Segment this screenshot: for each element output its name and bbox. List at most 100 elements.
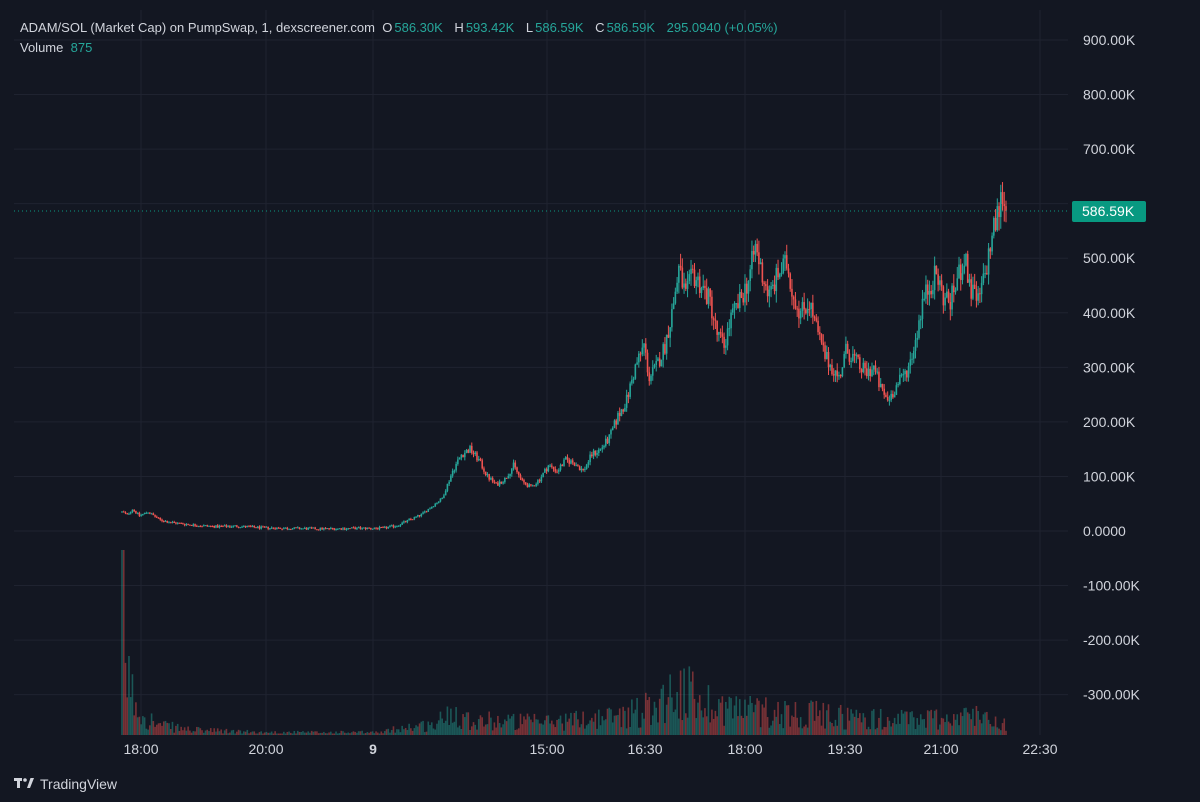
candle-body bbox=[935, 265, 938, 275]
candle-body bbox=[742, 297, 745, 303]
candle-body bbox=[319, 527, 322, 530]
volume-bar bbox=[624, 710, 626, 735]
volume-bar bbox=[721, 696, 724, 735]
candle-body bbox=[399, 524, 402, 526]
volume-bar bbox=[824, 728, 826, 735]
volume-bar bbox=[215, 731, 217, 735]
volume-bar bbox=[410, 728, 412, 735]
candlestick-series[interactable] bbox=[121, 182, 1007, 531]
candle-body bbox=[216, 525, 219, 528]
candle-body bbox=[912, 350, 915, 359]
candle-body bbox=[946, 291, 948, 298]
volume-bar bbox=[309, 732, 311, 735]
volume-bar bbox=[396, 729, 398, 735]
candle-body bbox=[138, 512, 141, 516]
footer[interactable]: TradingView bbox=[14, 772, 117, 796]
last-price-tag-label: 586.59K bbox=[1082, 203, 1135, 219]
candle-body bbox=[939, 280, 941, 285]
last-price-tag: 586.59K bbox=[1072, 200, 1146, 222]
candle-body bbox=[465, 449, 468, 453]
candle-body bbox=[822, 342, 825, 346]
volume-bar bbox=[914, 729, 917, 735]
candle-body bbox=[135, 511, 137, 514]
candle-body bbox=[467, 449, 470, 453]
brand-label[interactable]: TradingView bbox=[40, 776, 118, 792]
volume-bar bbox=[657, 722, 659, 735]
candle-body bbox=[156, 516, 158, 518]
volume-bar bbox=[566, 721, 569, 735]
volume-bar bbox=[138, 716, 141, 735]
volume-bar bbox=[909, 712, 912, 735]
candle-body bbox=[712, 318, 715, 320]
volume-bar bbox=[469, 729, 471, 735]
candle-body bbox=[1001, 192, 1004, 205]
volume-bar bbox=[476, 729, 478, 735]
volume-bar bbox=[404, 727, 407, 735]
candle-body bbox=[845, 343, 847, 355]
candle-body bbox=[441, 498, 443, 500]
volume-bar bbox=[778, 724, 781, 735]
volume-bar bbox=[963, 708, 966, 735]
candle-body bbox=[270, 527, 273, 529]
volume-bar bbox=[124, 662, 127, 735]
candle-body bbox=[702, 285, 705, 288]
volume-bar bbox=[432, 728, 435, 735]
volume-bar bbox=[728, 696, 731, 735]
candle-body bbox=[417, 515, 419, 517]
candle-body bbox=[383, 526, 386, 528]
candle-body bbox=[175, 522, 177, 524]
volume-bar bbox=[270, 731, 273, 735]
candle-body bbox=[792, 296, 795, 300]
volume-bar bbox=[430, 722, 433, 735]
volume-bar bbox=[944, 722, 946, 735]
close-value: 586.59K bbox=[606, 20, 655, 35]
candle-body bbox=[979, 293, 981, 295]
x-tick-label: 9 bbox=[369, 741, 377, 757]
candle-body bbox=[218, 526, 221, 528]
candle-body bbox=[142, 513, 144, 515]
volume-bar bbox=[862, 713, 865, 735]
candle-body bbox=[629, 383, 631, 397]
candle-body bbox=[272, 527, 275, 529]
candle-body bbox=[335, 528, 337, 530]
candle-body bbox=[397, 525, 400, 527]
candle-body bbox=[359, 527, 362, 529]
candle-body bbox=[895, 385, 898, 395]
volume-bar bbox=[540, 723, 543, 735]
volume-bar bbox=[812, 701, 814, 735]
volume-bar bbox=[973, 725, 976, 735]
volume-bar bbox=[561, 723, 564, 735]
volume-bar bbox=[794, 702, 797, 735]
candle-body bbox=[890, 393, 892, 401]
candle-body bbox=[182, 523, 184, 525]
candle-body bbox=[756, 243, 758, 253]
volume-bar bbox=[731, 718, 734, 735]
volume-bar bbox=[688, 666, 691, 735]
candle-body bbox=[625, 394, 628, 408]
volume-bar bbox=[752, 712, 755, 735]
x-tick-label: 21:00 bbox=[923, 741, 958, 757]
volume-bar bbox=[143, 717, 146, 735]
candle-body bbox=[408, 519, 410, 521]
candle-body bbox=[575, 465, 577, 467]
chart-grid bbox=[14, 10, 1068, 735]
volume-bar bbox=[571, 725, 574, 735]
volume-bar bbox=[223, 730, 226, 735]
time-axis[interactable]: 18:00 20:00 9 15:00 16:30 18:00 19:30 21:00 22:3… bbox=[123, 741, 1057, 757]
volume-bar bbox=[883, 726, 885, 735]
volume-bar bbox=[665, 704, 668, 735]
volume-bar bbox=[425, 731, 428, 735]
price-axis[interactable]: 900.00K 800.00K 700.00K 500.00K 400.00K 300.0… bbox=[1083, 32, 1140, 703]
candle-body bbox=[603, 445, 605, 448]
volume-bar bbox=[406, 729, 409, 735]
volume-bar bbox=[526, 713, 529, 735]
volume-bar bbox=[481, 717, 484, 735]
candle-body bbox=[777, 267, 779, 278]
candle-body bbox=[528, 484, 530, 488]
candle-body bbox=[333, 528, 336, 530]
volume-bar bbox=[265, 731, 268, 735]
volume-bar bbox=[342, 731, 344, 735]
candle-body bbox=[394, 526, 397, 528]
volume-bar bbox=[679, 670, 682, 735]
